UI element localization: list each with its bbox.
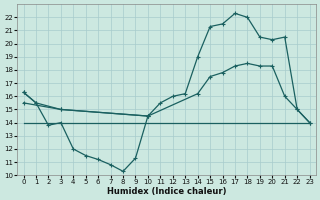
X-axis label: Humidex (Indice chaleur): Humidex (Indice chaleur) [107,187,226,196]
